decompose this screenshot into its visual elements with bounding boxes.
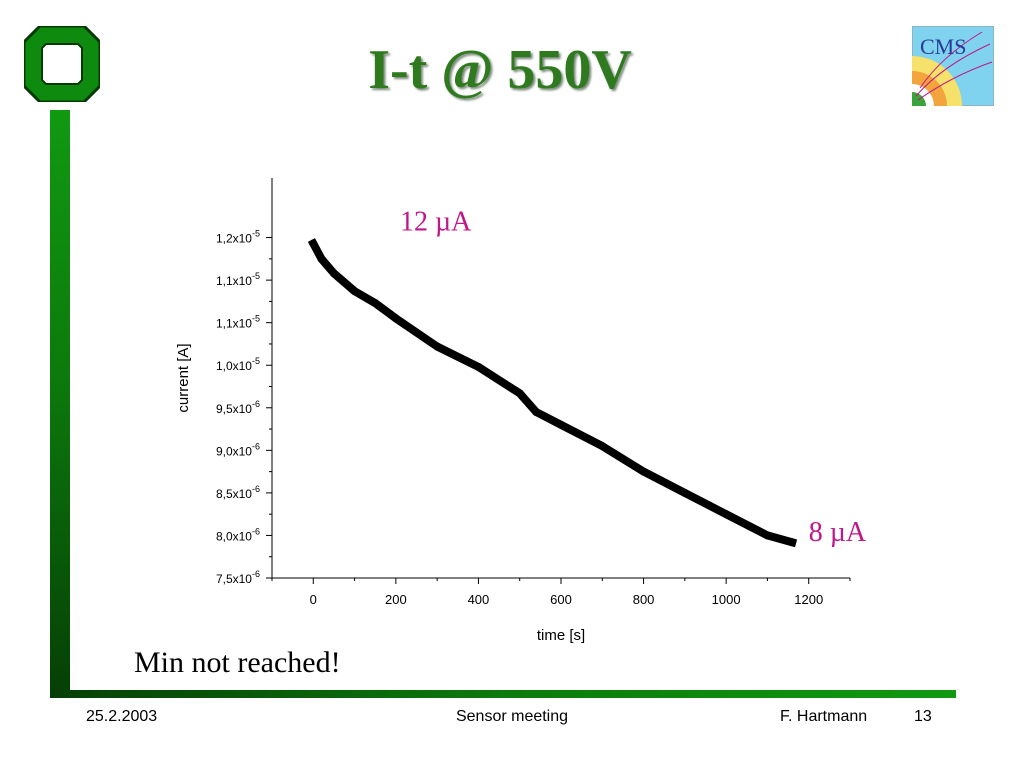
- slide-title: I-t @ 550V: [368, 39, 632, 101]
- data-point: [391, 314, 400, 323]
- note-text: Min not reached!: [134, 646, 341, 679]
- cms-logo: CMS: [912, 26, 994, 106]
- x-tick-label: 0: [310, 592, 317, 607]
- y-tick-label: 1,1x10-5: [216, 271, 260, 288]
- data-point: [722, 510, 731, 519]
- data-series-line: [307, 238, 798, 548]
- bottom-green-bar: [50, 690, 956, 698]
- x-tick-label: 600: [550, 592, 572, 607]
- data-point: [433, 342, 442, 351]
- x-tick-label: 1200: [794, 592, 823, 607]
- footer-date: 25.2.2003: [86, 708, 158, 725]
- data-point: [680, 488, 689, 497]
- data-point: [515, 389, 524, 398]
- y-tick-label: 7,5x10-6: [216, 569, 260, 586]
- x-tick-label: 200: [385, 592, 407, 607]
- cms-logo-text: CMS: [920, 34, 966, 59]
- y-tick-label: 8,5x10-6: [216, 484, 260, 501]
- data-point: [763, 531, 772, 540]
- y-tick-label: 9,0x10-6: [216, 441, 260, 458]
- footer-page-number: 13: [914, 708, 932, 725]
- annotation-label: 8 µA: [809, 517, 867, 548]
- y-axis-label: current [A]: [175, 343, 192, 412]
- footer-center: Sensor meeting: [455, 708, 569, 725]
- data-point: [557, 420, 565, 429]
- data-point: [371, 299, 380, 308]
- data-point: [788, 538, 797, 547]
- annotation-label: 12 µA: [400, 207, 472, 238]
- footer-author: F. Hartmann: [780, 708, 868, 725]
- data-point: [309, 239, 318, 248]
- data-point: [598, 442, 607, 451]
- data-point: [317, 254, 326, 263]
- chart: 7,5x10-6 8,0x10-6 8,5x10-6 9,0x10-6 9,5x10-6…: [175, 178, 867, 644]
- university-logo: [24, 26, 100, 102]
- x-tick-label: 800: [633, 592, 655, 607]
- x-axis-label: time [s]: [537, 627, 585, 644]
- y-tick-label: 8,0x10-6: [216, 526, 260, 543]
- x-tick-label: 400: [468, 592, 490, 607]
- left-green-bar: [50, 110, 70, 698]
- x-tick-label: 1000: [712, 592, 741, 607]
- y-tick-label: 1,2x10-5: [216, 229, 260, 246]
- data-point: [532, 408, 541, 417]
- data-point: [350, 287, 359, 296]
- data-point: [474, 362, 483, 371]
- y-tick-label: 1,1x10-5: [216, 314, 260, 331]
- data-point: [639, 467, 648, 476]
- y-tick-label: 1,0x10-5: [216, 356, 260, 373]
- y-tick-label: 9,5x10-6: [216, 399, 260, 416]
- data-point: [329, 269, 338, 278]
